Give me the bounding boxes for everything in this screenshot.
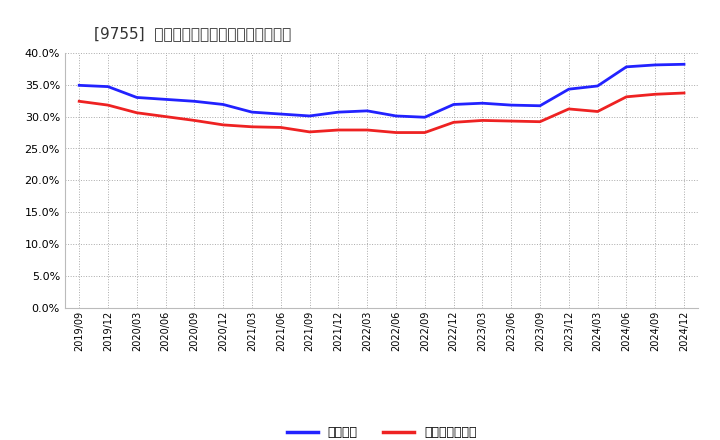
Legend: 固定比率, 固定長期適合率: 固定比率, 固定長期適合率 — [282, 422, 482, 440]
Text: [9755]  固定比率、固定長期適合率の推移: [9755] 固定比率、固定長期適合率の推移 — [94, 26, 291, 41]
